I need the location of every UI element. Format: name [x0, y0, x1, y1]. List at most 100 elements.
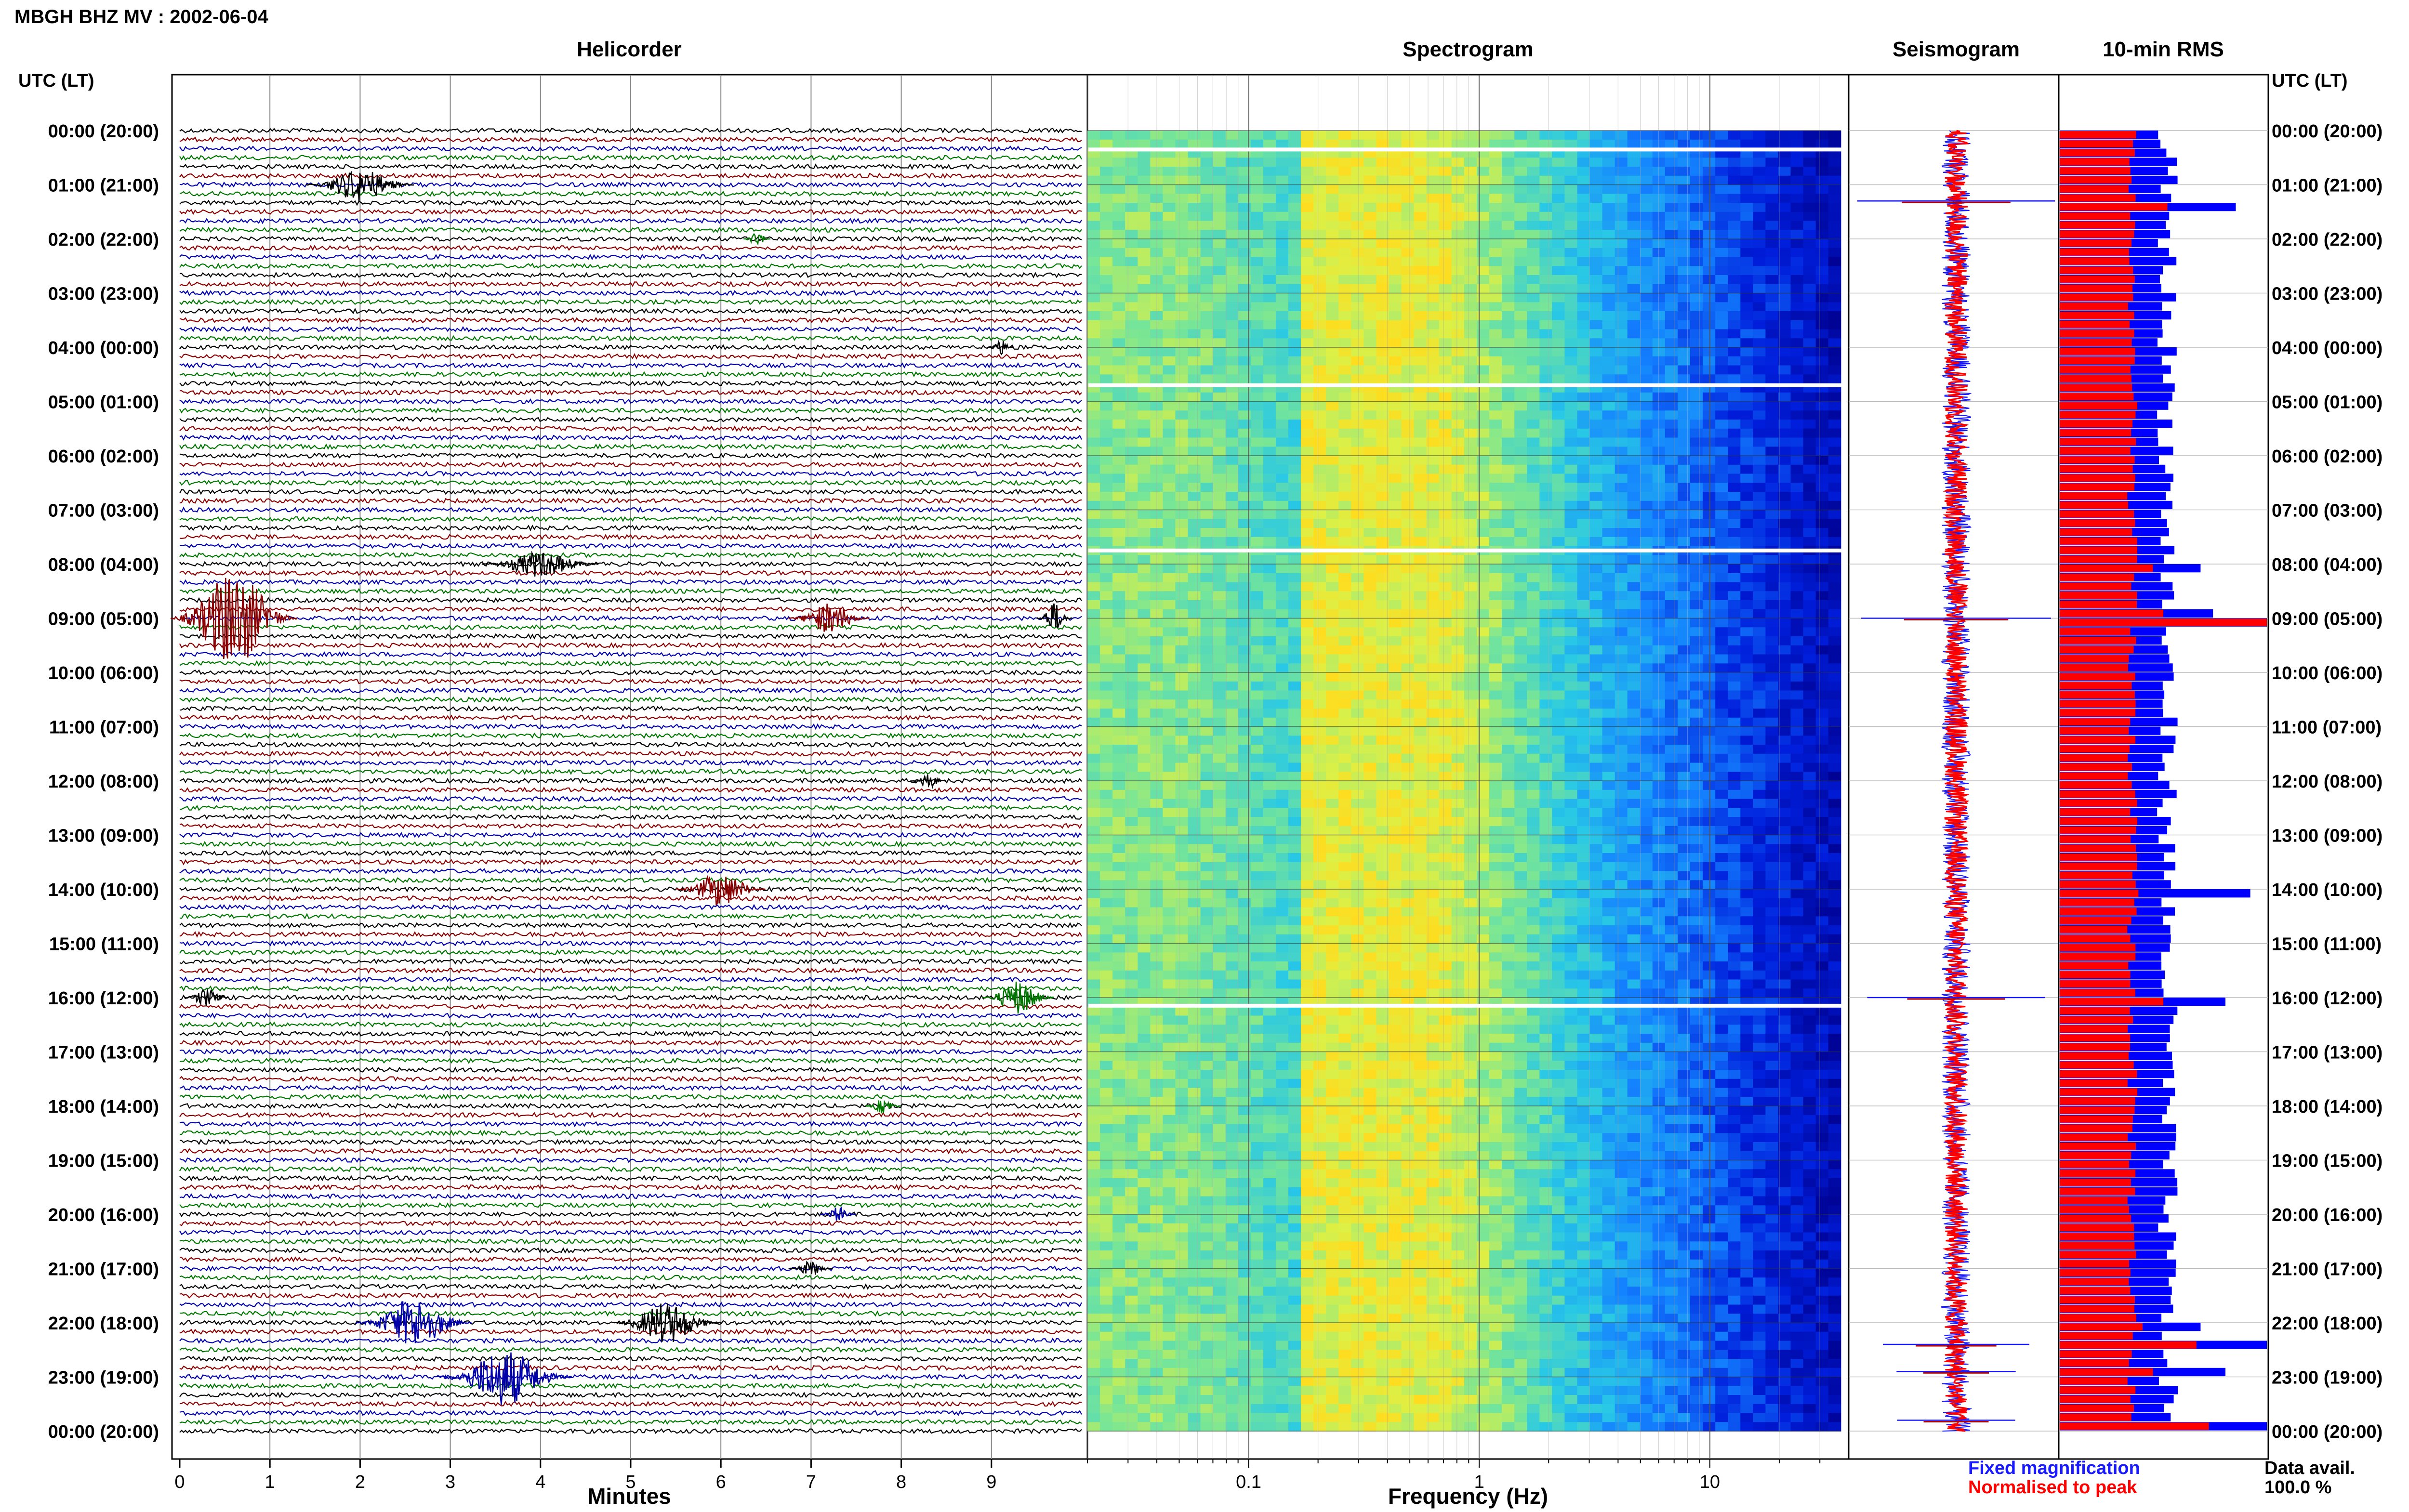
- spectrogram-cell: [1426, 636, 1440, 646]
- spectrogram-cell: [1125, 726, 1138, 736]
- spectrogram-cell: [1477, 717, 1490, 727]
- spectrogram-cell: [1464, 645, 1477, 655]
- helicorder-trace-line: [179, 1012, 1082, 1019]
- spectrogram-cell: [1815, 510, 1829, 519]
- spectrogram-cell: [1790, 302, 1804, 312]
- spectrogram-cell: [1539, 753, 1552, 763]
- spectrogram-cell: [1703, 239, 1716, 249]
- spectrogram-cell: [1225, 203, 1239, 212]
- spectrogram-cell: [1489, 338, 1502, 348]
- spectrogram-cell: [1527, 447, 1540, 456]
- helicorder-trace-line: [179, 858, 1082, 866]
- spectrogram-cell: [1213, 519, 1226, 528]
- spectrogram-cell: [1564, 672, 1578, 682]
- spectrogram-cell: [1426, 726, 1440, 736]
- spectrogram-cell: [1527, 266, 1540, 276]
- spectrogram-cell: [1790, 519, 1804, 528]
- spectrogram-cell: [1138, 781, 1151, 790]
- spectrogram-cell: [1200, 437, 1214, 447]
- spectrogram-cell: [1703, 266, 1716, 276]
- spectrogram-cell: [1363, 356, 1377, 366]
- spectrogram-cell: [1678, 763, 1691, 772]
- spectrogram-cell: [1715, 726, 1728, 736]
- spectrogram-cell: [1175, 709, 1189, 718]
- spectrogram-cell: [1703, 338, 1716, 348]
- spectrogram-cell: [1100, 492, 1113, 501]
- spectrogram-cell: [1703, 753, 1716, 763]
- helicorder-trace-line: [179, 1084, 1082, 1091]
- spectrogram-cell: [1175, 591, 1189, 601]
- spectrogram-cell: [1527, 582, 1540, 592]
- spectrogram-cell: [1690, 591, 1703, 601]
- spectrogram-cell: [1477, 464, 1490, 474]
- spectrogram-cell: [1828, 275, 1841, 285]
- spectrogram-cell: [1275, 781, 1289, 790]
- spectrogram-cell: [1539, 473, 1552, 483]
- spectrogram-cell: [1087, 320, 1100, 330]
- spectrogram-cell: [1389, 636, 1402, 646]
- spectrogram-cell: [1564, 456, 1578, 465]
- spectrogram-cell: [1815, 690, 1829, 700]
- spectrogram-cell: [1703, 420, 1716, 429]
- spectrogram-cell: [1125, 699, 1138, 709]
- spectrogram-cell: [1640, 311, 1653, 321]
- spectrogram-cell: [1301, 356, 1314, 366]
- spectrogram-cell: [1778, 736, 1791, 745]
- spectrogram-cell: [1715, 473, 1728, 483]
- spectrogram-cell: [1489, 519, 1502, 528]
- spectrogram-cell: [1250, 763, 1264, 772]
- spectrogram-cell: [1439, 275, 1452, 285]
- spectrogram-cell: [1112, 799, 1125, 808]
- spectrogram-cell: [1803, 167, 1816, 176]
- spectrogram-cell: [1715, 401, 1728, 411]
- spectrogram-cell: [1539, 456, 1552, 465]
- spectrogram-cell: [1828, 211, 1841, 222]
- spectrogram-cell: [1250, 293, 1264, 302]
- spectrogram-cell: [1439, 564, 1452, 574]
- spectrogram-cell: [1715, 699, 1728, 709]
- spectrogram-cell: [1163, 736, 1176, 745]
- spectrogram-cell: [1539, 835, 1552, 844]
- spectrogram-cell: [1815, 753, 1829, 763]
- spectrogram-cell: [1828, 500, 1841, 511]
- spectrogram-cell: [1464, 347, 1477, 357]
- helicorder-trace-line: [179, 145, 1082, 152]
- spectrogram-cell: [1690, 248, 1703, 258]
- spectrogram-cell: [1527, 645, 1540, 655]
- spectrogram-cell: [1200, 194, 1214, 203]
- spectrogram-cell: [1389, 266, 1402, 276]
- spectrogram-cell: [1138, 437, 1151, 447]
- spectrogram-cell: [1288, 483, 1301, 492]
- spectrogram-cell: [1087, 266, 1100, 276]
- spectrogram-cell: [1313, 492, 1326, 501]
- spectrogram-cell: [1564, 808, 1578, 817]
- spectrogram-cell: [1426, 329, 1440, 339]
- spectrogram-cell: [1589, 392, 1603, 402]
- spectrogram-cell: [1615, 726, 1628, 736]
- spectrogram-cell: [1414, 302, 1427, 312]
- spectrogram-cell: [1665, 464, 1678, 474]
- spectrogram-cell: [1539, 167, 1552, 176]
- helicorder-trace-line: [179, 136, 1082, 143]
- spectrogram-cell: [1640, 401, 1653, 411]
- spectrogram-cell: [1175, 582, 1189, 592]
- spectrogram-cell: [1414, 293, 1427, 302]
- spectrogram-cell: [1715, 139, 1728, 149]
- spectrogram-cell: [1753, 266, 1766, 276]
- spectrogram-cell: [1225, 672, 1239, 682]
- spectrogram-cell: [1765, 167, 1779, 176]
- spectrogram-cell: [1087, 338, 1100, 348]
- spectrogram-cell: [1351, 808, 1364, 817]
- spectrogram-cell: [1464, 582, 1477, 592]
- spectrogram-cell: [1426, 184, 1440, 194]
- spectrogram-cell: [1188, 645, 1201, 655]
- spectrogram-cell: [1414, 167, 1427, 176]
- spectrogram-cell: [1640, 483, 1653, 492]
- spectrogram-cell: [1815, 365, 1829, 375]
- spectrogram-cell: [1125, 293, 1138, 302]
- spectrogram-cell: [1803, 329, 1816, 339]
- spectrogram-cell: [1615, 663, 1628, 673]
- spectrogram-cell: [1564, 609, 1578, 619]
- spectrogram-cell: [1414, 564, 1427, 574]
- spectrogram-cell: [1275, 709, 1289, 718]
